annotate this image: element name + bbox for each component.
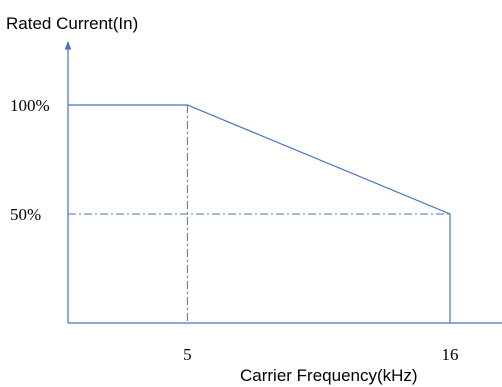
series-group	[68, 104, 451, 323]
tick-labels: 100% 50% 5 16	[10, 96, 459, 364]
reference-lines	[68, 105, 450, 323]
y-axis-label: Rated Current(In)	[6, 14, 138, 33]
y-tick-label: 50%	[10, 205, 41, 224]
x-axis-label: Carrier Frequency(kHz)	[240, 366, 418, 385]
axes	[64, 41, 502, 324]
series-line	[68, 104, 451, 323]
x-tick-label: 16	[442, 345, 459, 364]
x-tick-label: 5	[183, 345, 192, 364]
y-tick-label: 100%	[10, 96, 50, 115]
